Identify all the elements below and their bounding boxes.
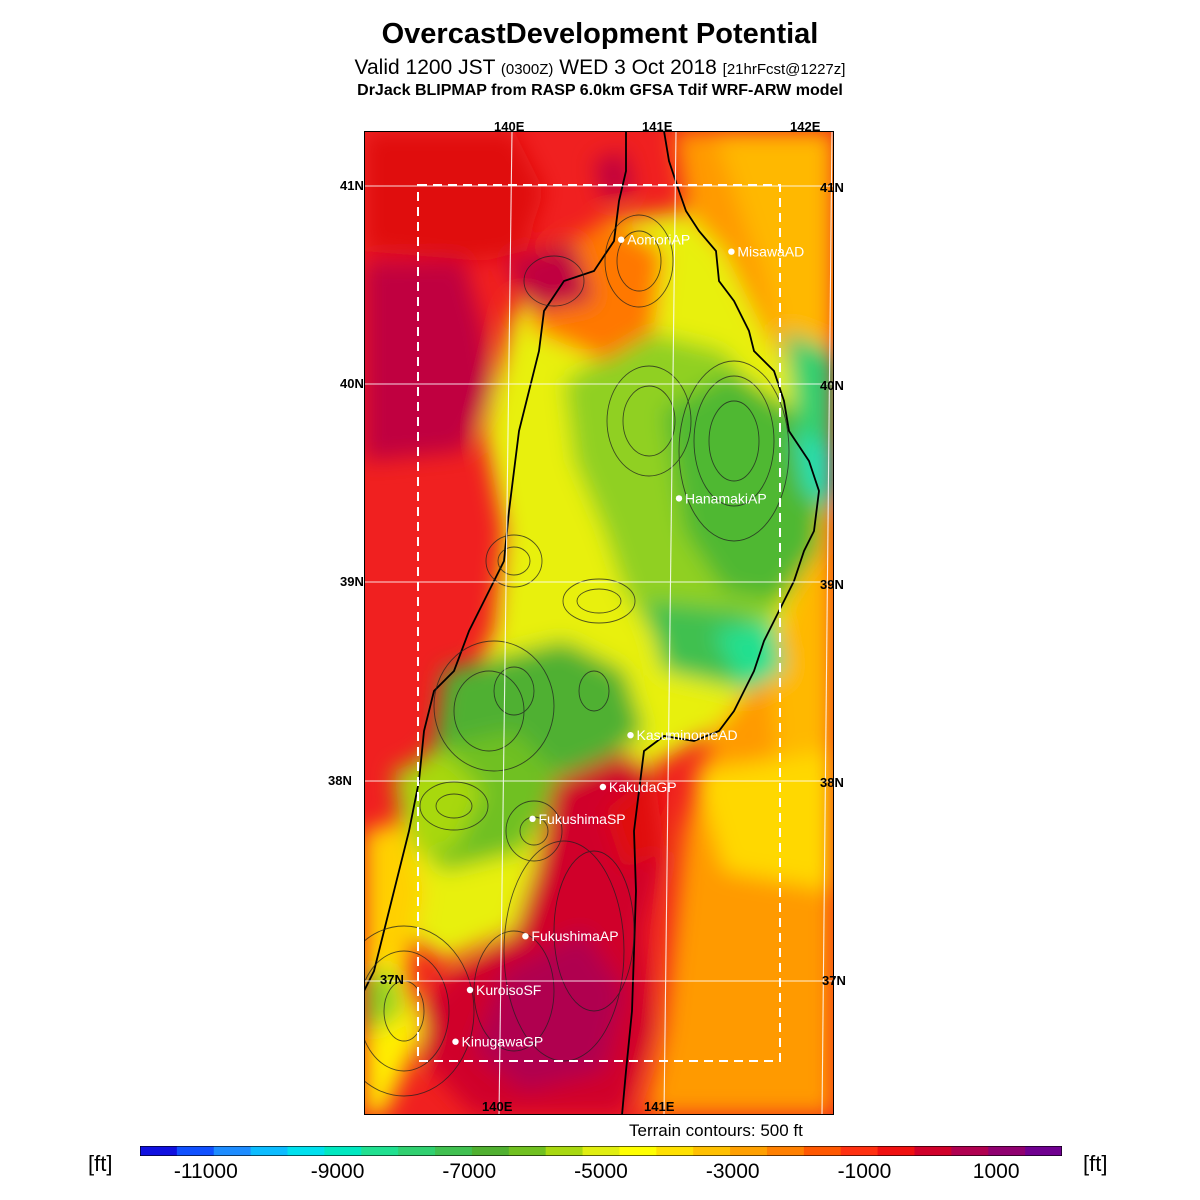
lat-label-left-37N: 37N bbox=[380, 972, 404, 987]
station-label: KuroisoSF bbox=[476, 982, 541, 998]
colorbar-swatch bbox=[877, 1146, 916, 1156]
colorbar-tick-label: 1000 bbox=[972, 1160, 1020, 1183]
lon-label-bottom-141E: 141E bbox=[644, 1099, 675, 1114]
colorbar-swatch bbox=[803, 1146, 842, 1156]
station-label: FukushimaAP bbox=[531, 928, 618, 944]
station-dot bbox=[728, 248, 735, 255]
colorbar-tick-label: -1000 bbox=[837, 1160, 892, 1183]
lat-label-left-38N: 38N bbox=[328, 773, 352, 788]
colorbar bbox=[140, 1146, 1062, 1156]
colorbar-swatch bbox=[508, 1146, 547, 1156]
colorbar-tick-label: -9000 bbox=[310, 1160, 365, 1183]
station-label: KakudaGP bbox=[609, 779, 677, 795]
colorbar-swatch bbox=[988, 1146, 1026, 1156]
lat-label-right-38N: 38N bbox=[820, 775, 844, 790]
lat-label-left-39N: 39N bbox=[340, 574, 364, 589]
colorbar-swatch bbox=[766, 1146, 805, 1156]
colorbar-swatch bbox=[619, 1146, 657, 1156]
lon-label-top-142E: 142E bbox=[790, 119, 821, 134]
colorbar-swatch bbox=[176, 1146, 215, 1156]
colorbar-swatch bbox=[730, 1146, 768, 1156]
lat-label-left-40N: 40N bbox=[340, 376, 364, 391]
colorbar-tick-label: -7000 bbox=[442, 1160, 497, 1183]
station-dot bbox=[599, 783, 607, 791]
colorbar-swatch bbox=[471, 1146, 510, 1156]
colorbar-swatch bbox=[656, 1146, 694, 1156]
lat-label-left-41N: 41N bbox=[340, 178, 364, 193]
colorbar-unit-right: [ft] bbox=[1083, 1151, 1108, 1176]
lon-label-bottom-140E: 140E bbox=[482, 1099, 513, 1114]
colorbar-tick-label: -3000 bbox=[705, 1160, 760, 1183]
terrain-contours-note: Terrain contours: 500 ft bbox=[629, 1121, 803, 1140]
utc-time: (0300Z) bbox=[500, 61, 554, 78]
colorbar-swatch bbox=[693, 1146, 731, 1156]
colorbar-swatch bbox=[287, 1146, 325, 1156]
colorbar-swatch bbox=[213, 1146, 252, 1156]
model-line: DrJack BLIPMAP from RASP 6.0km GFSA Tdif… bbox=[357, 82, 843, 99]
colorbar-unit-left: [ft] bbox=[88, 1151, 113, 1176]
station-dot bbox=[618, 236, 625, 243]
colorbar-swatch bbox=[435, 1146, 473, 1156]
station-markers: AomoriAP MisawaAD HanamakiAP KasuminomeAD Ka… bbox=[452, 232, 804, 1050]
lat-label-right-39N: 39N bbox=[820, 577, 844, 592]
lat-label-right-37N: 37N bbox=[822, 973, 846, 988]
colorbar-swatch bbox=[545, 1146, 584, 1156]
station-label: MisawaAD bbox=[737, 244, 804, 260]
colorbar-swatch bbox=[582, 1146, 621, 1156]
colorbar-swatch bbox=[840, 1146, 879, 1156]
colorbar-tick-label: -5000 bbox=[574, 1160, 628, 1183]
station-label: HanamakiAP bbox=[685, 490, 767, 506]
station-dot bbox=[452, 1038, 459, 1045]
colorbar-swatch bbox=[250, 1146, 289, 1156]
lon-label-top-140E: 140E bbox=[494, 119, 525, 134]
colorbar-swatch bbox=[1025, 1146, 1062, 1156]
valid-date: WED 3 Oct 2018 bbox=[559, 56, 717, 79]
station-dot bbox=[522, 933, 529, 940]
station-dot bbox=[466, 986, 474, 994]
colorbar-border bbox=[140, 1146, 1062, 1156]
colorbar-tick-label: -11000 bbox=[173, 1160, 238, 1183]
colorbar-swatch bbox=[140, 1146, 178, 1156]
valid-time-line: Valid 1200 JST (0300Z) WED 3 Oct 2018 [2… bbox=[0, 56, 1200, 80]
valid-prefix: Valid 1200 JST bbox=[354, 56, 496, 79]
chart-title: OvercastDevelopment Potential bbox=[381, 18, 819, 50]
forecast-map: AomoriAP MisawaAD HanamakiAP KasuminomeAD Ka… bbox=[364, 131, 834, 1115]
lon-label-top-141E: 141E bbox=[642, 119, 673, 134]
station-label: KasuminomeAD bbox=[637, 727, 738, 743]
station-dot bbox=[529, 815, 536, 822]
station-label: FukushimaSP bbox=[539, 811, 626, 827]
station-dot bbox=[675, 495, 683, 502]
station-dot bbox=[627, 732, 634, 739]
lat-label-right-40N: 40N bbox=[820, 378, 844, 393]
colorbar-swatch bbox=[398, 1146, 436, 1156]
lat-label-right-41N: 41N bbox=[820, 180, 844, 195]
station-label: KinugawaGP bbox=[462, 1034, 544, 1050]
forecast-tag: [21hrFcst@1227z] bbox=[722, 61, 846, 78]
colorbar-swatch bbox=[951, 1146, 989, 1156]
station-label: AomoriAP bbox=[627, 232, 690, 248]
colorbar-swatch bbox=[914, 1146, 952, 1156]
colorbar-swatch bbox=[361, 1146, 399, 1156]
colorbar-swatch bbox=[324, 1146, 362, 1156]
